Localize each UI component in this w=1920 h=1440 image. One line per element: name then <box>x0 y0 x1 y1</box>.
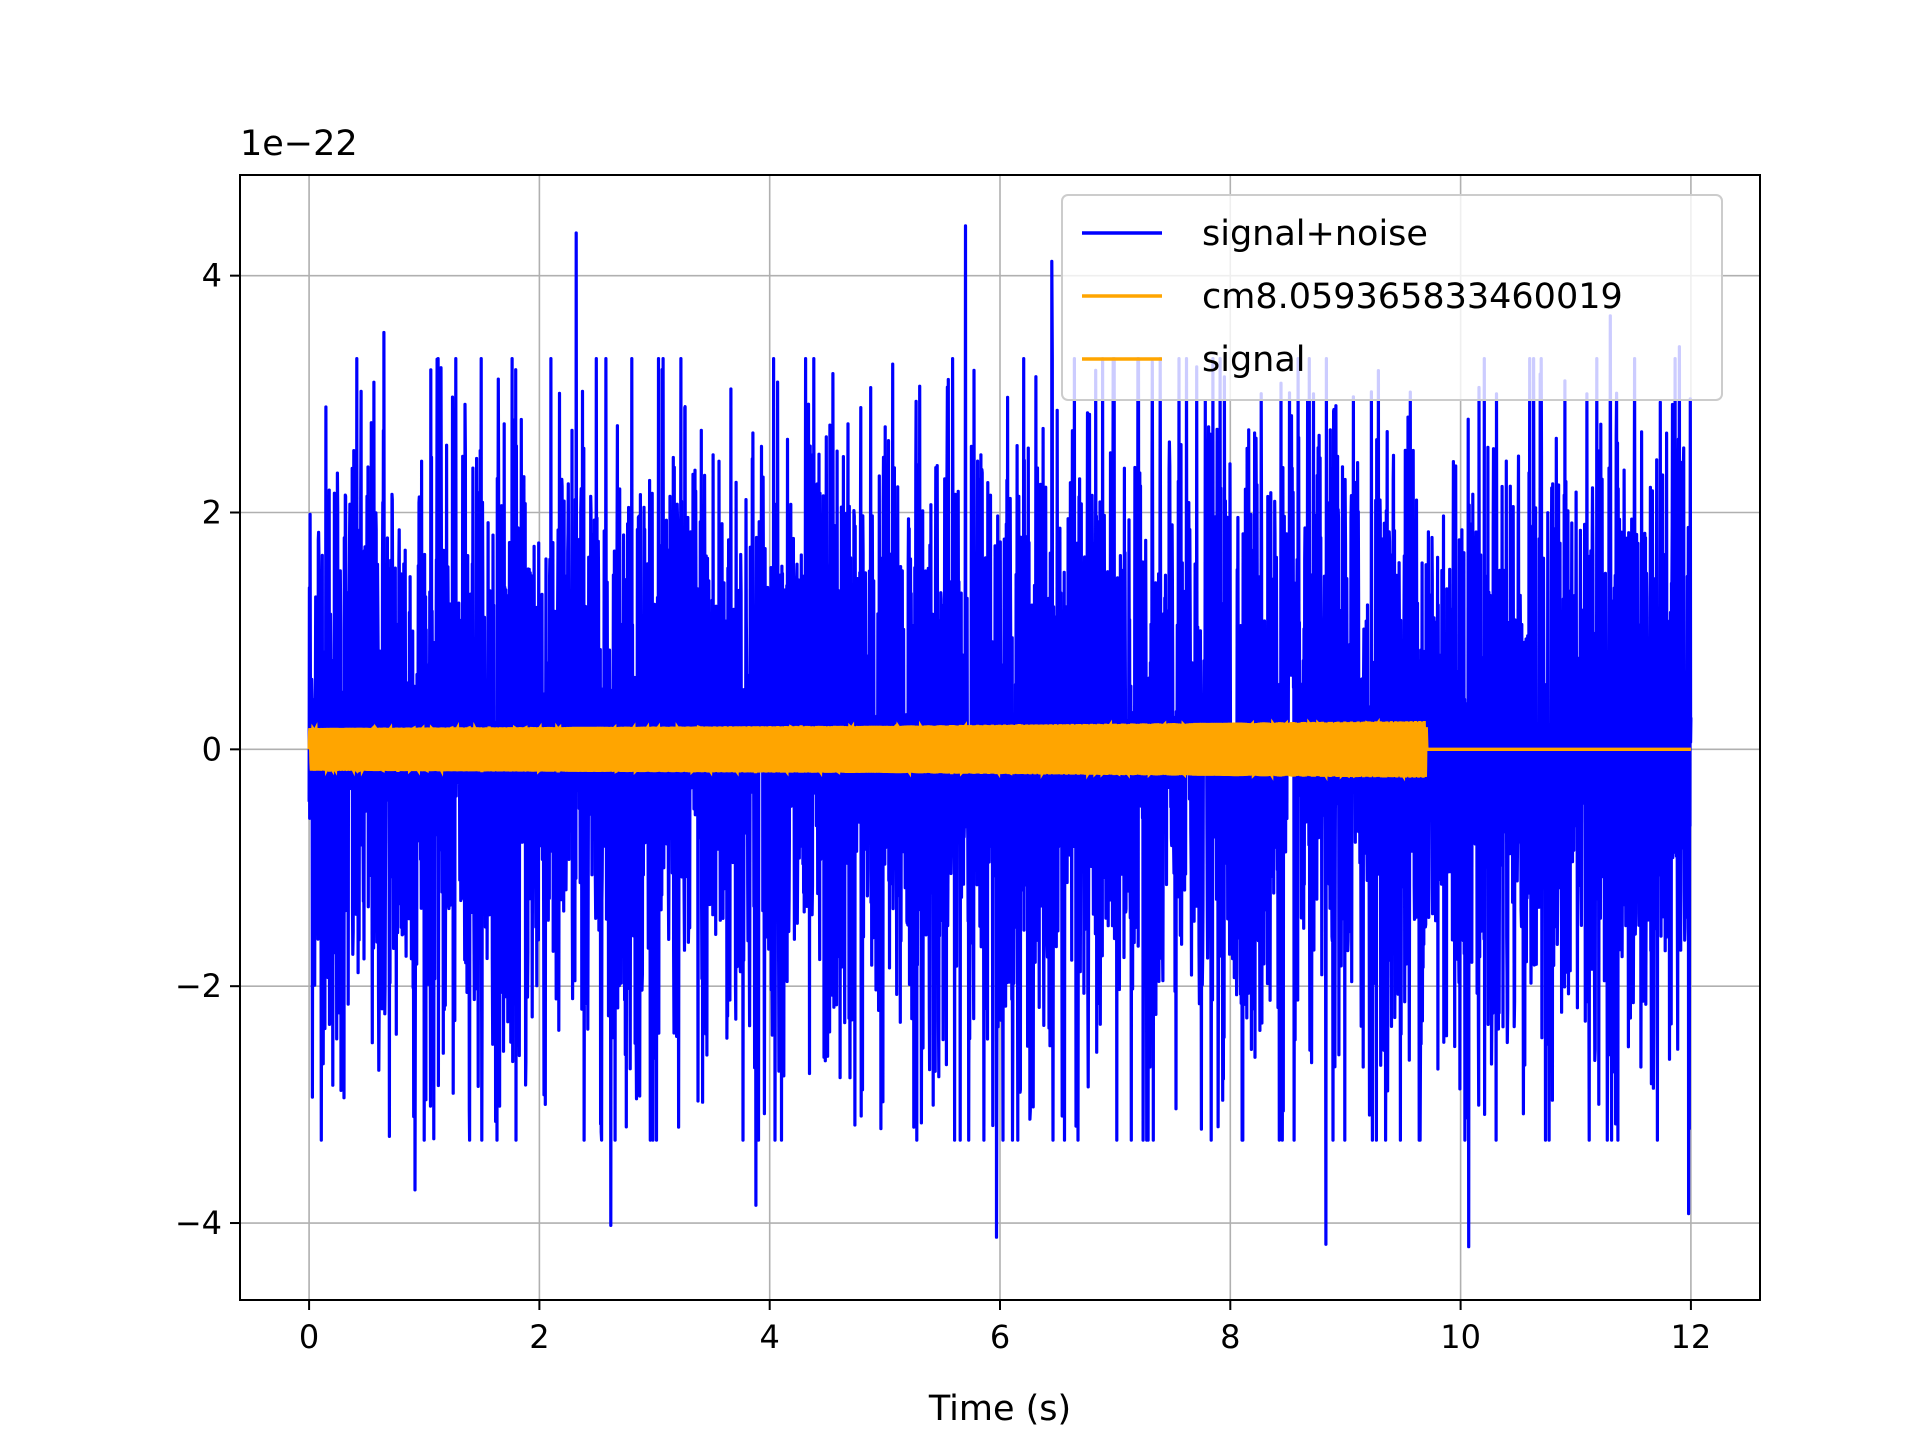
x-tick-label: 12 <box>1671 1318 1712 1356</box>
ticks: 0 2 4 6 8 10 12 −4 −2 0 2 4 <box>175 257 1711 1356</box>
x-tick-label: 4 <box>760 1318 780 1356</box>
x-axis-label: Time (s) <box>928 1389 1071 1429</box>
x-tick-label: 10 <box>1440 1318 1481 1356</box>
y-offset-label: 1e−22 <box>240 124 358 164</box>
legend-label: signal <box>1202 340 1306 380</box>
legend-label: cm8.059365833460019 <box>1202 277 1623 317</box>
x-tick-label: 8 <box>1220 1318 1240 1356</box>
series-layer <box>307 224 1693 1249</box>
y-tick-label: 0 <box>202 730 222 768</box>
x-tick-label: 2 <box>529 1318 549 1356</box>
legend: signal+noise cm8.059365833460019 signal <box>1061 194 1723 401</box>
legend-label: signal+noise <box>1202 214 1428 254</box>
legend-box <box>1061 194 1723 401</box>
x-tick-label: 0 <box>299 1318 319 1356</box>
y-tick-label: 4 <box>202 257 222 295</box>
y-tick-label: −2 <box>175 967 222 1005</box>
y-tick-label: 2 <box>202 494 222 532</box>
series-signal-noise-line <box>307 224 1693 1249</box>
x-tick-label: 6 <box>990 1318 1010 1356</box>
y-tick-label: −4 <box>175 1204 222 1242</box>
series-signal-line <box>307 717 1691 782</box>
